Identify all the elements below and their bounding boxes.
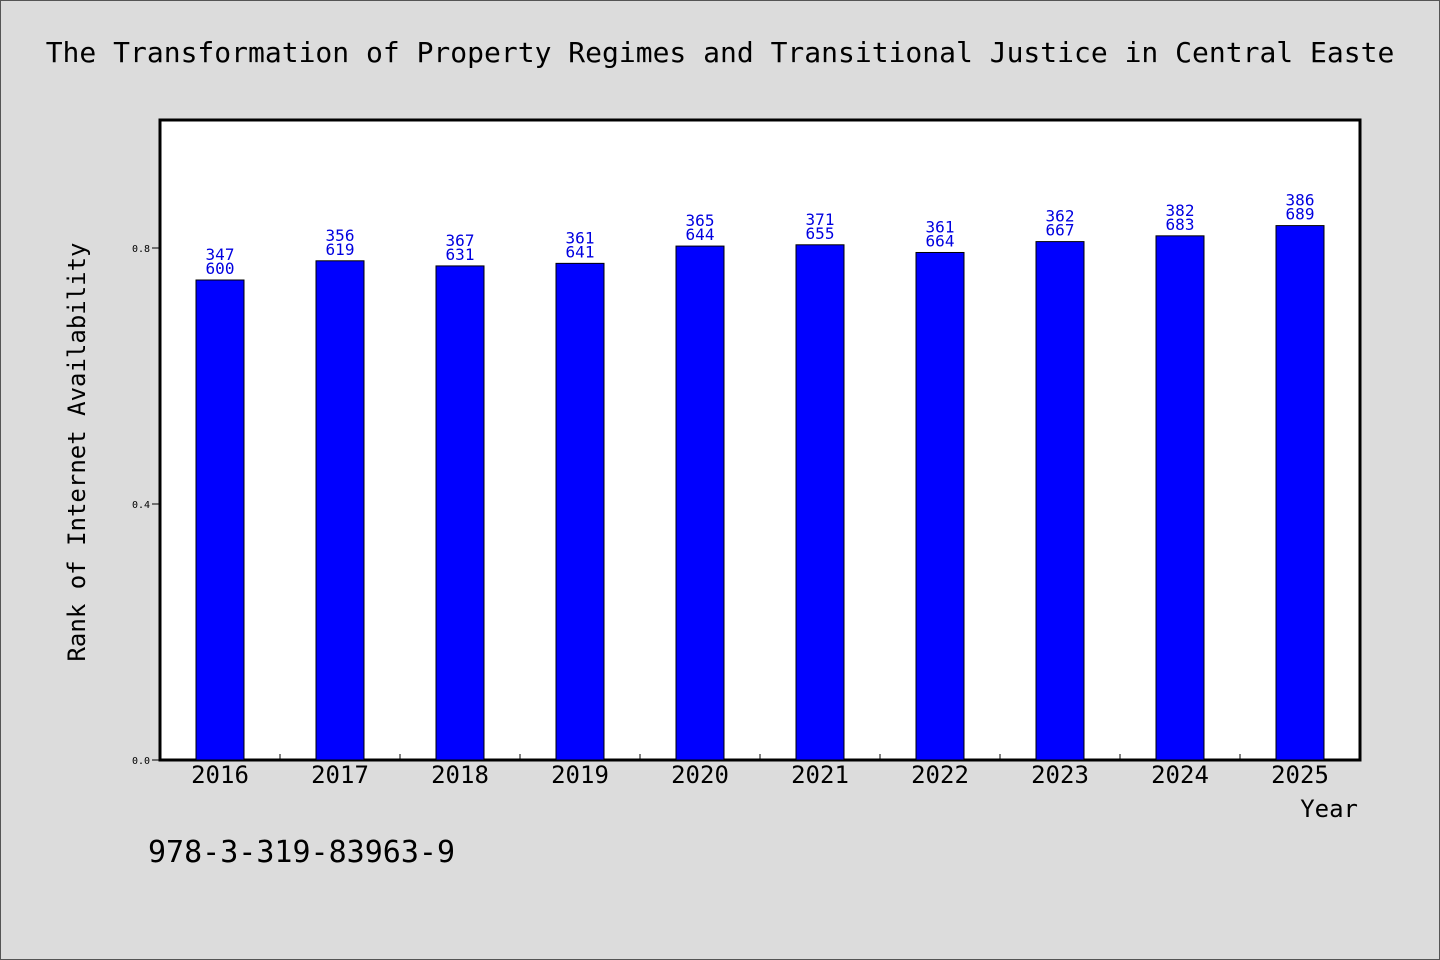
data-label-bottom: 667 — [1046, 221, 1075, 240]
bar-2018 — [435, 265, 485, 761]
x-axis: 2016 2017 2018 2019 2020 2021 2022 2023 2024 2025 — [191, 754, 1329, 789]
data-label-bottom: 683 — [1166, 215, 1195, 234]
bar-2024 — [1155, 235, 1205, 761]
x-tick-label: 2019 — [551, 761, 609, 789]
x-axis-label: Year — [1300, 795, 1358, 823]
x-tick-label: 2024 — [1151, 761, 1209, 789]
bar-2019 — [555, 262, 605, 761]
bar-2022 — [915, 251, 965, 761]
x-tick-label: 2017 — [311, 761, 369, 789]
data-label-bottom: 655 — [806, 224, 835, 243]
x-tick-label: 2018 — [431, 761, 489, 789]
chart-title: The Transformation of Property Regimes a… — [46, 36, 1395, 69]
y-axis-label: Rank of Internet Availability — [63, 242, 91, 661]
data-label-top: 356 — [326, 226, 355, 245]
bar-2021 — [795, 244, 845, 761]
y-axis: 0.0 0.4 0.8 — [132, 244, 160, 767]
bar-2020 — [675, 245, 725, 761]
y-tick-label: 0.4 — [132, 500, 150, 511]
bar-2017 — [315, 260, 365, 761]
x-tick-label: 2025 — [1271, 761, 1329, 789]
bar-2016 — [195, 279, 245, 761]
data-label-top: 382 — [1166, 201, 1195, 220]
y-tick-label: 0.8 — [132, 244, 150, 255]
data-label-bottom: 619 — [326, 240, 355, 259]
data-label-bottom: 641 — [566, 242, 595, 261]
data-label-top: 362 — [1046, 207, 1075, 226]
data-label-bottom: 600 — [206, 259, 235, 278]
data-label-bottom: 644 — [686, 225, 715, 244]
data-label-bottom: 664 — [926, 231, 955, 250]
data-label-top: 361 — [926, 217, 955, 236]
x-tick-label: 2022 — [911, 761, 969, 789]
y-tick-label: 0.0 — [132, 756, 150, 767]
data-label-top: 367 — [446, 231, 475, 250]
data-label-top: 386 — [1286, 191, 1315, 210]
data-label-bottom: 631 — [446, 245, 475, 264]
data-label-top: 365 — [686, 211, 715, 230]
x-tick-label: 2023 — [1031, 761, 1089, 789]
bar-2025 — [1275, 225, 1325, 761]
data-label-top: 347 — [206, 245, 235, 264]
data-label-bottom: 689 — [1286, 205, 1315, 224]
isbn-text: 978-3-319-83963-9 — [148, 835, 455, 870]
x-tick-label: 2021 — [791, 761, 849, 789]
x-tick-label: 2016 — [191, 761, 249, 789]
x-tick-label: 2020 — [671, 761, 729, 789]
bar-2023 — [1035, 241, 1085, 761]
data-label-top: 361 — [566, 228, 595, 247]
data-label-top: 371 — [806, 210, 835, 229]
